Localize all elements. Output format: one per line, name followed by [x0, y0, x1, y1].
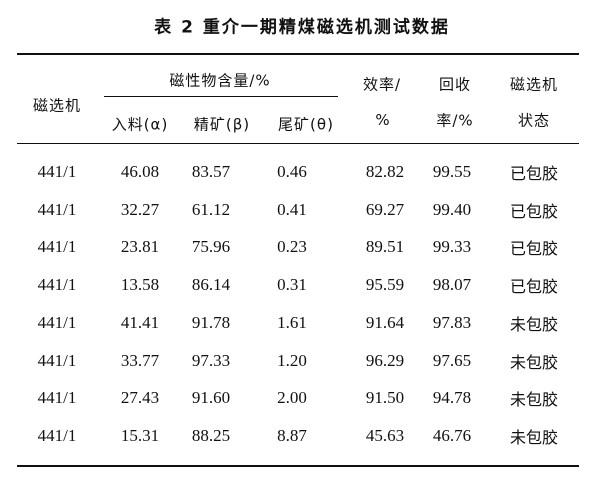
cell-rec: 97.83 — [432, 312, 472, 332]
cell-machine: 441/1 — [37, 237, 77, 257]
cell-status: 未包胶 — [509, 390, 559, 410]
cell-rec: 46.76 — [432, 425, 472, 445]
cell-tail: 0.41 — [277, 199, 307, 219]
cell-conc: 86.14 — [191, 275, 231, 295]
cell-eff: 82.82 — [365, 162, 405, 181]
header-recovery-2: 率/% — [436, 111, 474, 130]
cell-feed: 15.31 — [120, 425, 160, 445]
cell-feed: 33.77 — [120, 350, 160, 370]
cell-eff: 95.59 — [365, 275, 405, 295]
cell-machine: 441/1 — [37, 162, 77, 181]
cell-status: 未包胶 — [509, 427, 559, 447]
header-concentrate: 精矿(β) — [193, 115, 251, 134]
cell-conc: 97.33 — [191, 350, 231, 370]
cell-status: 已包胶 — [509, 277, 559, 297]
top-rule — [17, 53, 579, 55]
cell-conc: 61.12 — [191, 199, 231, 219]
cell-rec: 97.65 — [432, 350, 472, 370]
cell-status: 已包胶 — [509, 239, 559, 259]
cell-tail: 0.46 — [277, 162, 307, 181]
cell-tail: 8.87 — [277, 425, 307, 445]
cell-tail: 1.61 — [277, 312, 307, 332]
cell-conc: 88.25 — [191, 425, 231, 445]
header-tailings: 尾矿(θ) — [278, 115, 334, 134]
cell-status: 未包胶 — [509, 314, 559, 334]
cell-feed: 46.08 — [120, 162, 160, 181]
header-efficiency-1: 效率/ — [362, 75, 402, 94]
header-feed: 入料(α) — [111, 115, 169, 134]
cell-conc: 91.60 — [191, 388, 231, 408]
cell-tail: 1.20 — [277, 350, 307, 370]
cell-conc: 83.57 — [191, 162, 231, 181]
cell-feed: 23.81 — [120, 237, 160, 257]
cell-machine: 441/1 — [37, 199, 77, 219]
table-title: 表 2 重介一期精煤磁选机测试数据 — [154, 17, 450, 38]
header-magnetic-content: 磁性物含量/% — [169, 71, 271, 90]
cell-feed: 13.58 — [120, 275, 160, 295]
cell-eff: 96.29 — [365, 350, 405, 370]
cell-tail: 0.23 — [277, 237, 307, 257]
cell-machine: 441/1 — [37, 350, 77, 370]
cell-machine: 441/1 — [37, 388, 77, 408]
cell-rec: 99.55 — [432, 162, 472, 181]
cell-rec: 94.78 — [432, 388, 472, 408]
cell-eff: 45.63 — [365, 425, 405, 445]
cell-machine: 441/1 — [37, 425, 77, 445]
cell-tail: 0.31 — [277, 275, 307, 295]
cell-eff: 69.27 — [365, 199, 405, 219]
cell-eff: 89.51 — [365, 237, 405, 257]
group-rule — [104, 96, 338, 97]
cell-rec: 99.40 — [432, 199, 472, 219]
cell-status: 已包胶 — [509, 164, 559, 183]
header-rule — [17, 143, 579, 144]
header-recovery-1: 回收 — [438, 75, 472, 94]
cell-rec: 98.07 — [432, 275, 472, 295]
cell-feed: 41.41 — [120, 312, 160, 332]
cell-eff: 91.64 — [365, 312, 405, 332]
cell-machine: 441/1 — [37, 275, 77, 295]
cell-status: 未包胶 — [509, 352, 559, 372]
cell-rec: 99.33 — [432, 237, 472, 257]
cell-feed: 27.43 — [120, 388, 160, 408]
header-efficiency-2: % — [375, 111, 391, 129]
header-status-1: 磁选机 — [509, 75, 559, 94]
cell-status: 已包胶 — [509, 201, 559, 221]
header-machine: 磁选机 — [32, 96, 82, 115]
header-status-2: 状态 — [517, 111, 551, 130]
bottom-rule — [17, 465, 579, 467]
cell-tail: 2.00 — [277, 388, 307, 408]
cell-conc: 91.78 — [191, 312, 231, 332]
cell-eff: 91.50 — [365, 388, 405, 408]
cell-conc: 75.96 — [191, 237, 231, 257]
cell-machine: 441/1 — [37, 312, 77, 332]
cell-feed: 32.27 — [120, 199, 160, 219]
